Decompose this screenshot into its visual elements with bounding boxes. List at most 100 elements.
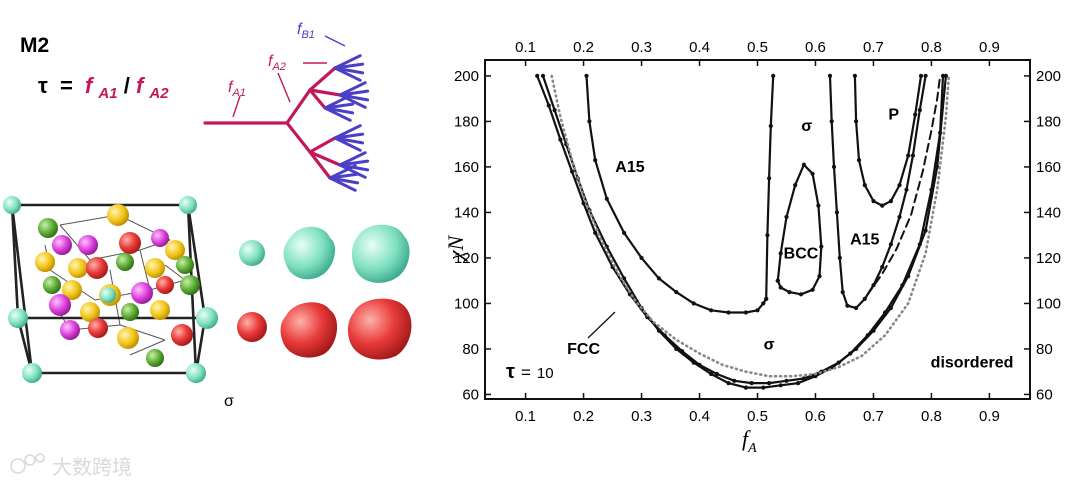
tree-b-segment xyxy=(328,176,357,192)
x-tick-label: 0.3 xyxy=(631,408,652,425)
data-point xyxy=(767,381,772,386)
data-point xyxy=(604,196,609,201)
phase-boundaries xyxy=(535,73,951,390)
data-point xyxy=(552,108,557,113)
phase-diagram-chart: 0.1 0.1 0.2 0.2 0.3 0.3 0.4 0.4 0.5 0.5 0.6 0.6 0.7 0… xyxy=(443,39,1061,456)
data-point xyxy=(940,73,946,78)
data-point xyxy=(787,290,792,295)
x-tick-label-top: 0.1 xyxy=(515,39,536,56)
atom-green xyxy=(146,349,164,367)
data-point xyxy=(810,171,815,176)
data-point xyxy=(656,276,662,281)
y-tick-label: 100 xyxy=(454,295,479,312)
x-axis-label: fA xyxy=(742,426,757,456)
y-tick-label: 180 xyxy=(454,113,479,130)
data-point xyxy=(904,187,909,192)
x-tick-label-top: 0.2 xyxy=(573,39,594,56)
y-tick-label: 200 xyxy=(454,68,479,85)
data-point xyxy=(535,73,540,78)
x-tick-label-top: 0.6 xyxy=(805,39,826,56)
data-point xyxy=(761,385,766,390)
atom-green xyxy=(43,276,61,294)
phase-label: A15 xyxy=(615,159,644,176)
y-tick-label-right: 80 xyxy=(1036,341,1053,358)
data-point xyxy=(622,230,627,235)
y-tick-label-right: 140 xyxy=(1036,204,1061,221)
data-point xyxy=(584,73,589,78)
y-tick-label-right: 180 xyxy=(1036,113,1061,130)
tree-a-segment xyxy=(308,88,342,97)
phase-boundary-dotted xyxy=(550,74,951,378)
phase-label: BCC xyxy=(784,245,819,262)
tau-definition: τ = f A1 / f A2 xyxy=(38,73,169,103)
data-point xyxy=(743,385,749,390)
data-point xyxy=(918,73,924,78)
watermark-text: 大数跨境 xyxy=(52,456,132,479)
svg-text:τ = f A1: τ = f A1 / f A2 xyxy=(38,73,169,103)
fcc-pointer xyxy=(587,311,616,339)
atom-red xyxy=(119,232,141,254)
tree-b-segment xyxy=(323,106,352,122)
atom-yellow xyxy=(165,240,185,260)
data-point xyxy=(558,137,563,142)
data-point xyxy=(726,381,731,386)
data-point xyxy=(546,103,551,108)
data-point xyxy=(771,73,776,78)
large-cyan-particle xyxy=(351,224,410,283)
atom-magenta xyxy=(131,282,153,304)
x-tick-label-top: 0.8 xyxy=(921,39,942,56)
atom-cyan xyxy=(8,308,28,328)
atom-red xyxy=(171,324,193,346)
data-point xyxy=(923,228,928,233)
x-tick-label: 0.1 xyxy=(515,408,536,425)
data-point xyxy=(888,242,894,247)
data-point xyxy=(917,242,922,247)
x-tick-label: 0.5 xyxy=(747,408,768,425)
panel-label: M2 xyxy=(20,34,49,57)
data-point xyxy=(674,290,679,295)
y-axis-label: χN xyxy=(443,235,468,263)
tree-a-segment xyxy=(308,150,342,167)
tree-a-segment xyxy=(308,66,337,92)
data-point xyxy=(923,73,928,78)
data-point xyxy=(709,371,714,377)
data-point xyxy=(732,378,737,383)
data-point xyxy=(831,164,837,169)
data-point xyxy=(784,378,789,383)
data-point xyxy=(845,303,850,308)
data-point xyxy=(749,381,754,386)
phase-label: FCC xyxy=(567,341,600,358)
sigma-unit-cell xyxy=(3,196,218,383)
watermark-logo-icon xyxy=(10,453,45,474)
tree-b-segment xyxy=(333,136,362,152)
phase-boundary-solid xyxy=(765,74,775,300)
data-point xyxy=(834,210,840,215)
atom-yellow xyxy=(80,302,100,322)
x-tick-label-top: 0.3 xyxy=(631,39,652,56)
y-tick-label-right: 60 xyxy=(1036,386,1053,403)
atom-cyan xyxy=(3,196,21,214)
atom-yellow xyxy=(35,252,55,272)
atom-red xyxy=(156,276,174,294)
data-point xyxy=(883,310,888,315)
tau-symbol: τ xyxy=(38,73,48,98)
axis-ticks: 0.1 0.1 0.2 0.2 0.3 0.3 0.4 0.4 0.5 0.5 0.6 0.6 0.7 0… xyxy=(454,39,1061,425)
data-point xyxy=(639,255,644,260)
phase-label: σ xyxy=(764,336,775,353)
data-point xyxy=(691,360,696,365)
data-point xyxy=(943,73,949,78)
atom-yellow xyxy=(145,258,165,278)
data-point xyxy=(784,214,789,220)
data-point xyxy=(801,162,807,167)
data-point xyxy=(816,203,821,208)
x-tick-label-top: 0.5 xyxy=(747,39,768,56)
data-point xyxy=(854,305,859,311)
label-fa1: fA1 xyxy=(228,79,246,99)
slash: / xyxy=(124,73,130,98)
phase-boundary-solid xyxy=(541,74,945,389)
structure-caption: σ xyxy=(224,393,234,410)
data-point xyxy=(852,73,858,78)
atom-red xyxy=(86,257,108,279)
data-point xyxy=(888,199,894,204)
tree-a-segment xyxy=(285,88,312,125)
